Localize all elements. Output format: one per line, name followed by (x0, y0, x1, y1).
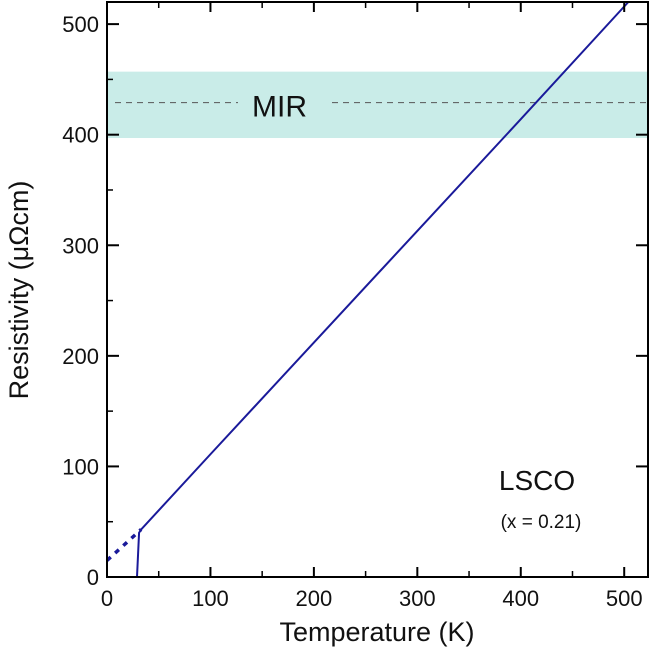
doping-label: (x = 0.21) (501, 512, 582, 533)
y-tick-label: 400 (62, 123, 99, 148)
series-line-dotted (105, 528, 143, 562)
x-tick-label: 500 (606, 586, 643, 611)
y-tick-label: 300 (62, 233, 99, 258)
mir-label: MIR (252, 91, 307, 124)
series-line-solid (135, 1, 630, 578)
y-tick-label: 500 (62, 12, 99, 37)
y-tick-label: 0 (87, 565, 99, 590)
x-tick-label: 100 (192, 586, 229, 611)
plot-frame (106, 1, 649, 578)
x-tick-label: 200 (296, 586, 333, 611)
material-label: LSCO (499, 465, 575, 496)
x-tick-label: 0 (101, 586, 113, 611)
y-axis-label: Resistivity (μΩcm) (4, 181, 34, 400)
y-tick-label: 100 (62, 454, 99, 479)
y-tick-label: 200 (62, 344, 99, 369)
x-tick-label: 400 (502, 586, 539, 611)
x-axis-label: Temperature (K) (279, 617, 474, 647)
x-tick-label: 300 (399, 586, 436, 611)
mir-band (107, 71, 648, 139)
